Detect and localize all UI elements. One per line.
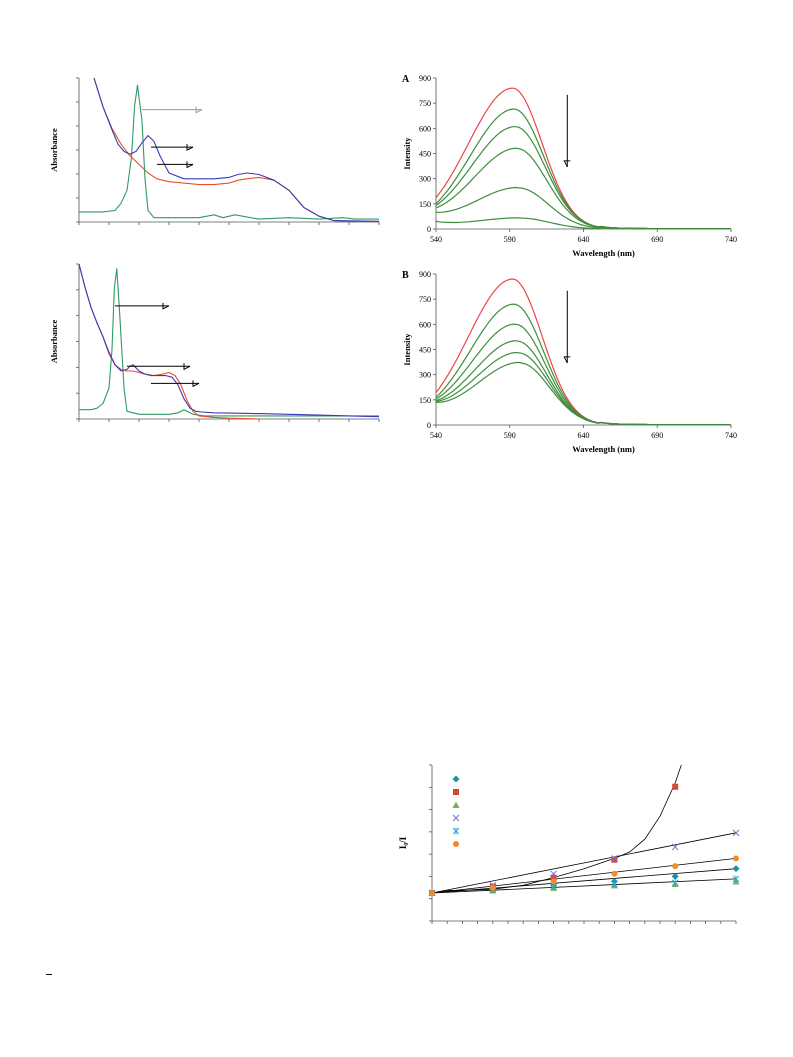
fluorA-xtick-label: 740 bbox=[725, 235, 737, 244]
uv2-arrowhead-0 bbox=[162, 302, 170, 310]
uv1-arrowhead-1 bbox=[186, 144, 194, 151]
sv-legend-marker-1 bbox=[453, 789, 459, 795]
uv1-series-0 bbox=[79, 84, 379, 220]
sv-fit-3 bbox=[431, 858, 737, 894]
fluorA-ytick-label: 0 bbox=[427, 225, 431, 234]
uv1-svg: Absorbance bbox=[49, 77, 380, 225]
uv1-series-2 bbox=[93, 77, 380, 222]
sv-point-s1-4 bbox=[672, 783, 679, 790]
fluorA-svg: 0 150 300 450 600 750 900 540 590 640 690 740 Wavele… bbox=[402, 74, 737, 258]
sv-point-s3-4 bbox=[671, 843, 679, 851]
sv-fit-4 bbox=[431, 764, 682, 894]
fluorB-ytick-label: 150 bbox=[419, 396, 431, 405]
fluorB-curve-0 bbox=[435, 278, 731, 426]
fluorB-svg: 0 150 300 450 600 750 900 540 590 640 690 740 Wavele… bbox=[402, 270, 737, 454]
sv-legend-marker-4 bbox=[452, 827, 460, 835]
fluorB-xtick-label: 590 bbox=[504, 431, 516, 440]
uv2-series-2 bbox=[78, 263, 380, 418]
sv-point-s4-3 bbox=[611, 880, 618, 888]
fluorA-curve-1 bbox=[435, 108, 731, 230]
fluorB-xtick-label: 540 bbox=[430, 431, 442, 440]
fluorA-ytick-label: 300 bbox=[419, 175, 431, 184]
fluorB-curve-2 bbox=[435, 323, 731, 426]
stern-volmer-panel: I₀/I bbox=[390, 760, 750, 930]
fluorB-xtick-label: 640 bbox=[578, 431, 590, 440]
fluorA-curve-0 bbox=[435, 87, 731, 230]
sv-point-s4-4 bbox=[671, 879, 679, 887]
fluorB-ytick-label: 0 bbox=[427, 421, 431, 430]
sv-point-s1-2 bbox=[550, 874, 557, 881]
fluorA-panel-letter: A bbox=[402, 74, 410, 85]
fluorA-ytick-label: 900 bbox=[419, 74, 431, 83]
fluorA-curve-2 bbox=[435, 126, 731, 230]
uv1-ylabel: Absorbance bbox=[49, 128, 59, 172]
fluorA-arrowhead bbox=[563, 160, 571, 168]
fluorA-xtick-label: 690 bbox=[651, 235, 663, 244]
uv2-ylabel: Absorbance bbox=[49, 320, 59, 364]
sv-point-s0-5 bbox=[732, 865, 740, 873]
uv1-arrowhead-2 bbox=[186, 161, 194, 169]
sv-legend-marker-0 bbox=[452, 775, 460, 783]
fluorB-xtick-label: 740 bbox=[725, 431, 737, 440]
fluorA-ylabel: Intensity bbox=[402, 137, 412, 170]
fluorB-ytick-label: 450 bbox=[419, 346, 431, 355]
fluorB-xtick-label: 690 bbox=[651, 431, 663, 440]
fluorB-ytick-label: 300 bbox=[419, 371, 431, 380]
uv-spectrum-2: Absorbance bbox=[40, 258, 385, 430]
fluorA-xlabel: Wavelength (nm) bbox=[572, 248, 635, 258]
fluorB-ytick-label: 600 bbox=[419, 320, 431, 329]
sv-point-s5-5 bbox=[733, 855, 739, 862]
fluorB-ylabel: Intensity bbox=[402, 333, 412, 366]
sv-svg: I₀/I bbox=[398, 764, 740, 924]
uv-spectrum-1: Absorbance bbox=[40, 70, 385, 235]
sv-point-s3-5 bbox=[732, 829, 740, 837]
uv2-svg: Absorbance bbox=[49, 263, 380, 422]
sv-point-s1-3 bbox=[611, 856, 618, 863]
fluorB-arrowhead bbox=[563, 356, 571, 364]
sv-fit-2 bbox=[431, 832, 737, 894]
sv-legend-marker-3 bbox=[452, 814, 460, 822]
fluorA-xtick-label: 640 bbox=[578, 235, 590, 244]
fluorB-panel-letter: B bbox=[402, 270, 409, 281]
fluorescence-panel-a: 0 150 300 450 600 750 900 540 590 640 690 740 Wavele… bbox=[398, 68, 748, 268]
fluorA-curve-5 bbox=[435, 217, 731, 230]
sv-fit-0 bbox=[431, 868, 737, 894]
sv-point-s5-0 bbox=[429, 890, 435, 896]
sv-point-s5-3 bbox=[611, 870, 618, 877]
uv2-series-0 bbox=[79, 268, 379, 417]
uv1-arrowhead-0 bbox=[195, 106, 203, 114]
fluorB-ytick-label: 900 bbox=[419, 270, 431, 279]
sv-point-s0-4 bbox=[671, 872, 679, 880]
fluorA-ytick-label: 450 bbox=[419, 150, 431, 159]
footnote-rule bbox=[46, 974, 52, 975]
fluorB-xlabel: Wavelength (nm) bbox=[572, 444, 635, 454]
sv-point-s5-2 bbox=[550, 878, 557, 885]
fluorescence-panel-b: 0 150 300 450 600 750 900 540 590 640 690 740 Wavele… bbox=[398, 264, 748, 464]
fluorA-ytick-label: 750 bbox=[419, 99, 431, 108]
sv-point-s3-2 bbox=[550, 870, 557, 878]
fluorA-xtick-label: 540 bbox=[430, 235, 442, 244]
fluorB-curve-3 bbox=[435, 340, 731, 426]
sv-legend-marker-2 bbox=[452, 801, 460, 808]
fluorA-xtick-label: 590 bbox=[504, 235, 516, 244]
sv-point-s3-3 bbox=[611, 855, 618, 862]
fluorA-ytick-label: 600 bbox=[419, 124, 431, 133]
sv-ylabel: I₀/I bbox=[398, 836, 408, 849]
fluorB-ytick-label: 750 bbox=[419, 295, 431, 304]
sv-point-s5-1 bbox=[489, 884, 496, 891]
sv-legend-marker-5 bbox=[453, 841, 459, 847]
uv2-arrowhead-2 bbox=[192, 380, 200, 388]
sv-point-s4-5 bbox=[732, 875, 740, 883]
uv2-arrowhead-1 bbox=[183, 363, 191, 371]
fluorA-curve-3 bbox=[435, 147, 731, 230]
fluorB-curve-5 bbox=[436, 361, 731, 426]
fluorA-ytick-label: 150 bbox=[419, 200, 431, 209]
sv-point-s5-4 bbox=[672, 863, 679, 870]
sv-fit-1 bbox=[431, 878, 737, 894]
